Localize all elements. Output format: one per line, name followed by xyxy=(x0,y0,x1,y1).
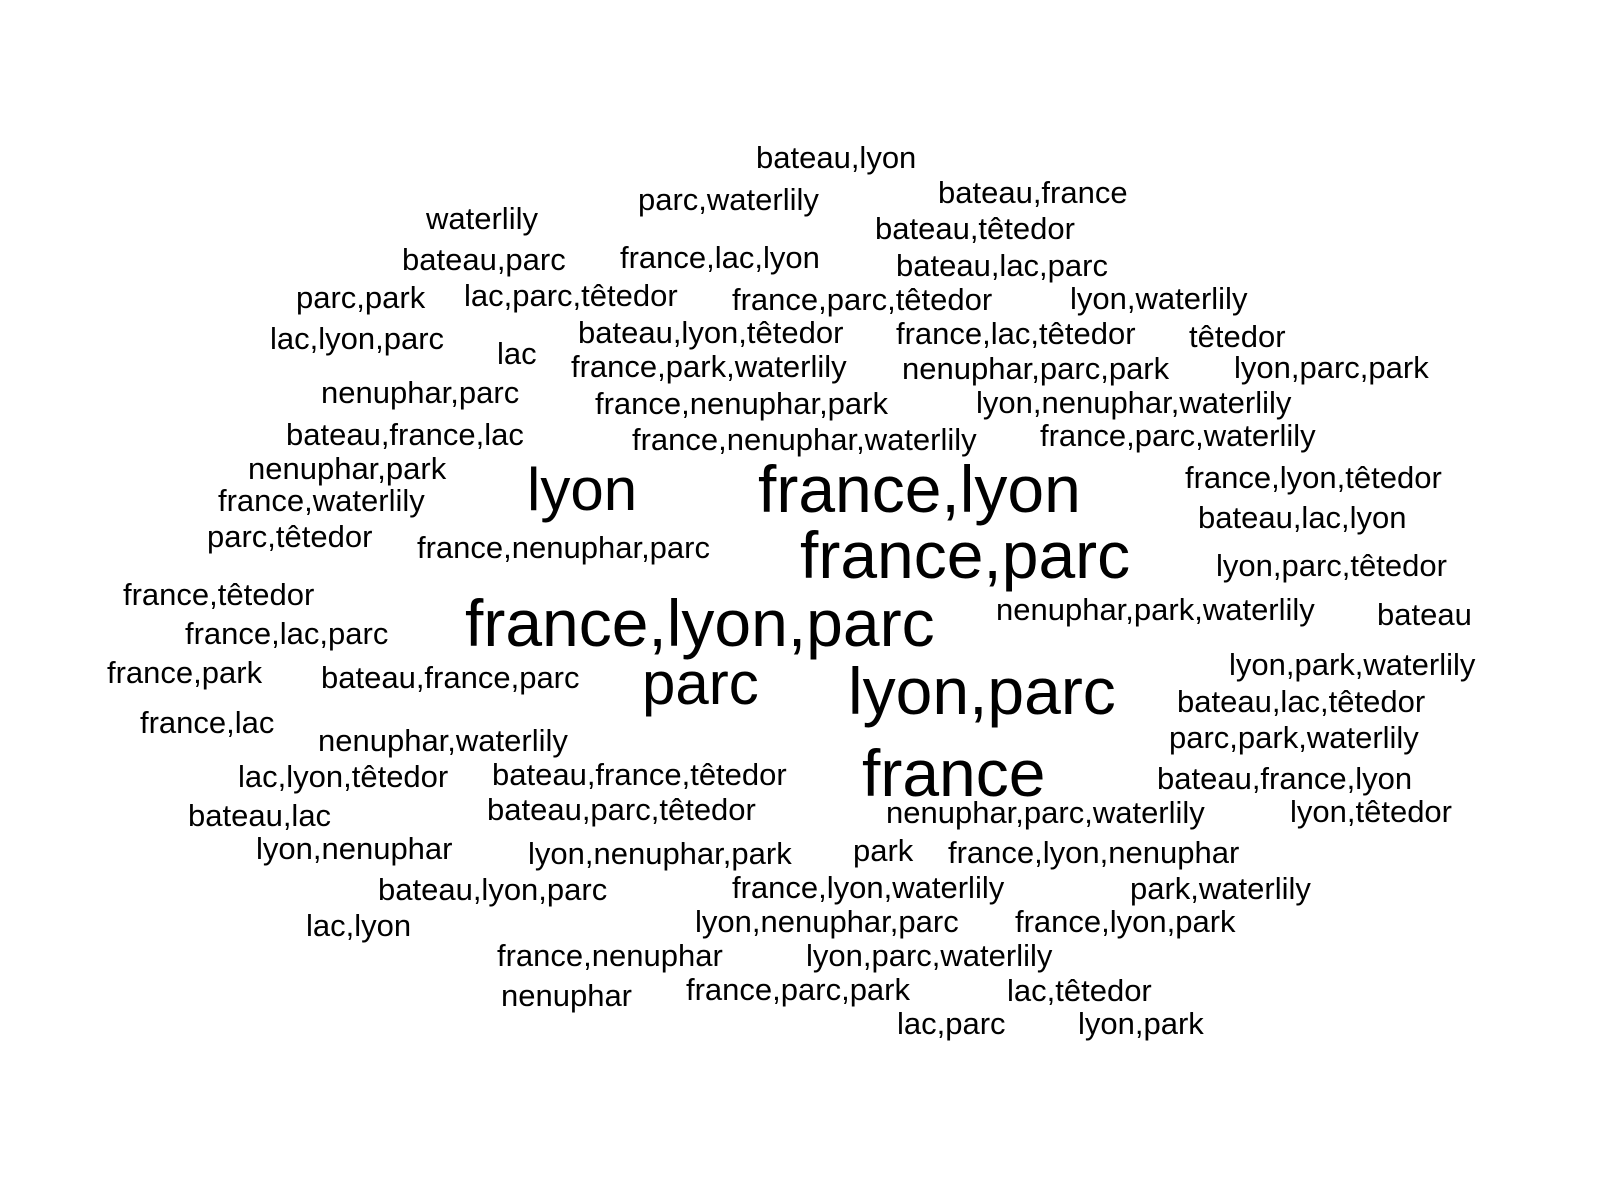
word: france,lac xyxy=(140,705,275,740)
word: france,lac,parc xyxy=(185,616,389,651)
word: bateau,france,parc xyxy=(321,660,580,695)
word: nenuphar,park xyxy=(248,451,447,486)
word: parc,park,waterlily xyxy=(1169,720,1419,755)
word: france,lac,lyon xyxy=(620,240,820,275)
word: lyon,nenuphar,parc xyxy=(695,904,959,939)
word: bateau,lyon,têtedor xyxy=(578,315,844,350)
word: france,lyon,têtedor xyxy=(1185,460,1442,495)
word: france,nenuphar,waterlily xyxy=(632,422,977,457)
word: lac,lyon,têtedor xyxy=(238,759,449,794)
word: france,lyon,park xyxy=(1015,904,1236,939)
word: bateau,têtedor xyxy=(875,211,1075,246)
word: lyon,nenuphar,park xyxy=(528,836,792,871)
word: lac,lyon xyxy=(306,908,412,943)
word: nenuphar,waterlily xyxy=(318,723,568,758)
word: france,park,waterlily xyxy=(571,349,847,384)
word: bateau,france,lyon xyxy=(1157,761,1413,796)
word: bateau,france,têtedor xyxy=(492,757,787,792)
word: lac,têtedor xyxy=(1007,973,1152,1008)
word: bateau,parc xyxy=(402,242,566,277)
word: bateau,lyon,parc xyxy=(378,872,608,907)
word: parc,têtedor xyxy=(207,519,373,554)
word: lyon,parc,têtedor xyxy=(1216,548,1447,583)
word: lyon,nenuphar xyxy=(256,831,453,866)
word: park xyxy=(853,833,914,868)
word: france,têtedor xyxy=(123,577,315,612)
word: france,lyon,nenuphar xyxy=(948,835,1240,870)
word: france,lyon,waterlily xyxy=(732,870,1005,905)
word: waterlily xyxy=(426,201,538,236)
word: bateau,lac,lyon xyxy=(1198,500,1407,535)
word: bateau,lac,têtedor xyxy=(1177,684,1426,719)
word: lyon,parc xyxy=(848,654,1116,728)
word: nenuphar,parc xyxy=(321,375,520,410)
word: bateau,lac xyxy=(188,798,332,833)
word: parc,park xyxy=(296,280,426,315)
word: lyon,park xyxy=(1078,1006,1204,1041)
word: france,nenuphar xyxy=(497,938,723,973)
word: lyon,parc,waterlily xyxy=(806,938,1053,973)
word: france,parc xyxy=(800,518,1131,592)
word: bateau,france xyxy=(938,175,1128,210)
word: france xyxy=(862,736,1046,810)
word: nenuphar,parc,park xyxy=(902,351,1170,386)
word: nenuphar xyxy=(501,978,633,1013)
word: france,lyon xyxy=(758,452,1081,526)
word: france,lyon,parc xyxy=(465,586,935,660)
word: nenuphar,park,waterlily xyxy=(996,592,1315,627)
word: lyon,parc,park xyxy=(1234,350,1429,385)
word: lyon,waterlily xyxy=(1070,281,1248,316)
word: bateau xyxy=(1377,597,1472,632)
word: bateau,france,lac xyxy=(286,417,524,452)
word: france,park xyxy=(107,655,263,690)
word: lyon,têtedor xyxy=(1290,794,1452,829)
word: france,waterlily xyxy=(218,483,425,518)
word: lac xyxy=(497,336,537,371)
word: france,parc,waterlily xyxy=(1040,418,1316,453)
word: bateau,parc,têtedor xyxy=(487,792,756,827)
word: lac,parc,têtedor xyxy=(464,278,678,313)
word: nenuphar,parc,waterlily xyxy=(886,795,1205,830)
word: lac,lyon,parc xyxy=(270,321,445,356)
word: lyon xyxy=(527,456,638,523)
word: têtedor xyxy=(1189,319,1286,354)
word: parc xyxy=(642,650,759,717)
word: france,nenuphar,parc xyxy=(417,530,710,565)
word: parc,waterlily xyxy=(638,182,819,217)
word: bateau,lyon xyxy=(756,140,917,175)
word: lyon,park,waterlily xyxy=(1229,647,1476,682)
word: park,waterlily xyxy=(1130,871,1311,906)
word: bateau,lac,parc xyxy=(896,248,1108,283)
word: france,lac,têtedor xyxy=(896,316,1136,351)
word: lac,parc xyxy=(897,1006,1006,1041)
word: france,nenuphar,park xyxy=(595,386,888,421)
word: france,parc,park xyxy=(686,972,910,1007)
word: france,parc,têtedor xyxy=(732,282,993,317)
word: lyon,nenuphar,waterlily xyxy=(976,385,1292,420)
